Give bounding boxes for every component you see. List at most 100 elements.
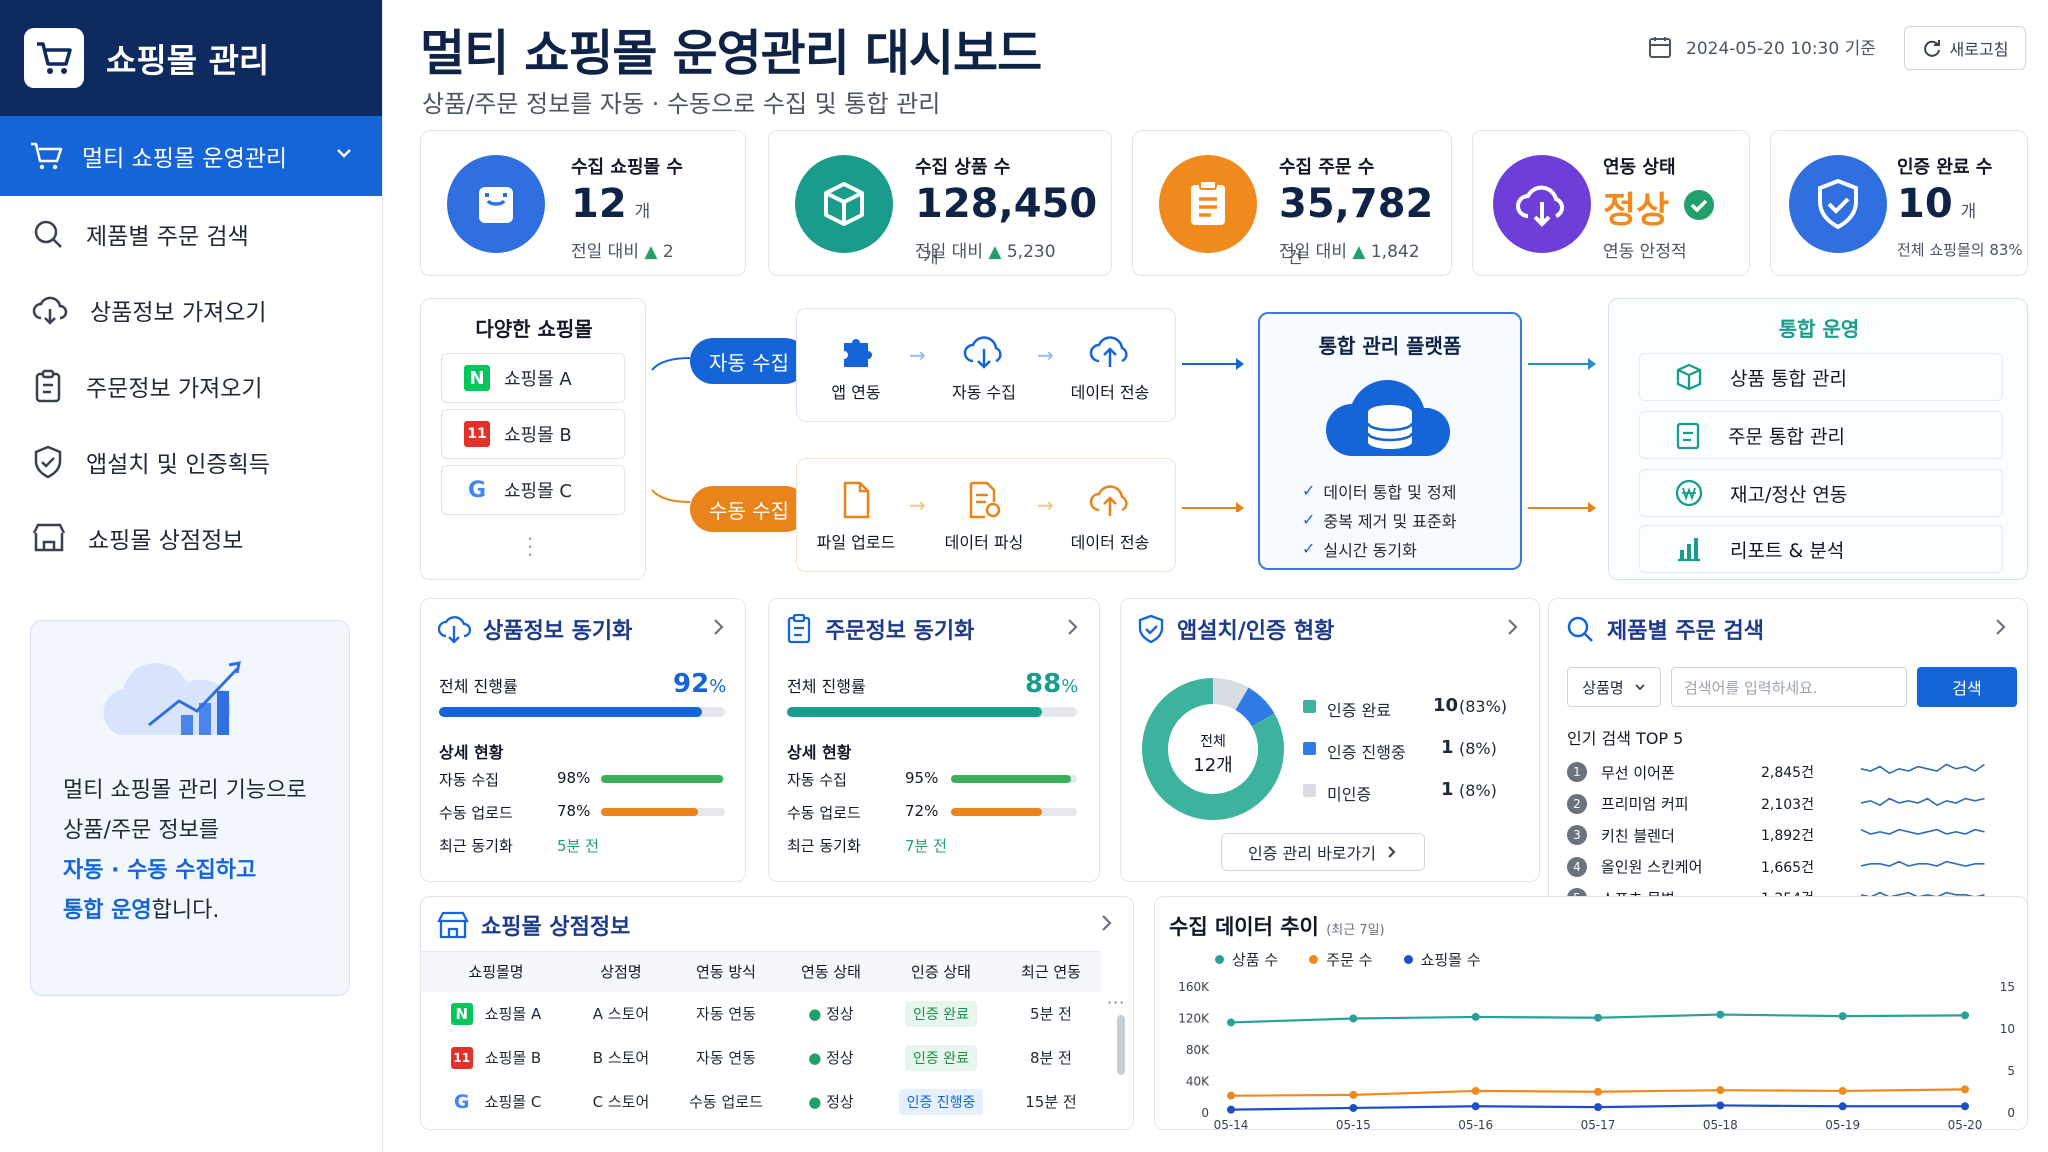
- promo-text: 멀티 쇼핑몰 관리 기능으로 상품/주문 정보를 자동 · 수동 수집하고 통합…: [63, 771, 307, 931]
- sidebar-item-app-auth[interactable]: 앱설치 및 인증획득: [0, 424, 382, 500]
- mall-item-a[interactable]: N 쇼핑몰 A: [441, 353, 625, 403]
- table-row[interactable]: G 쇼핑몰 C C 스토어 수동 업로드 ● 정상 인증 진행중 15분 전: [421, 1080, 1101, 1124]
- auth-manage-link[interactable]: 인증 관리 바로가기: [1221, 833, 1425, 871]
- search-input[interactable]: 검색어를 입력하세요.: [1671, 667, 1907, 707]
- data-point[interactable]: [1349, 1090, 1358, 1099]
- x-tick: 05-19: [1825, 1118, 1860, 1129]
- data-point[interactable]: [1716, 1010, 1725, 1019]
- data-point[interactable]: [1838, 1012, 1847, 1021]
- data-point[interactable]: [1227, 1091, 1235, 1100]
- search-field-select[interactable]: 상품명: [1567, 667, 1661, 707]
- delta-value: 5,230: [1006, 242, 1056, 262]
- sidebar-item-multi-mall[interactable]: 멀티 쇼핑몰 운영관리: [0, 116, 382, 196]
- stat-card-orders: 수집 주문 수 35,782 건 전일 대비 ▲ 1,842: [1132, 130, 1452, 276]
- refresh-icon: [1923, 40, 1940, 57]
- data-point[interactable]: [1471, 1102, 1480, 1111]
- overall-label: 전체 진행률: [439, 677, 518, 696]
- sidebar-item-order-import[interactable]: 주문정보 가져오기: [0, 348, 382, 424]
- data-point[interactable]: [1471, 1086, 1480, 1095]
- data-point[interactable]: [1961, 1085, 1969, 1094]
- data-point[interactable]: [1838, 1102, 1847, 1111]
- manual-progress-bar: [601, 808, 725, 816]
- data-point[interactable]: [1961, 1102, 1969, 1111]
- sidebar-item-label: 상품정보 가져오기: [90, 300, 267, 326]
- order-clipboard-icon: [1159, 155, 1257, 253]
- chevron-down-icon[interactable]: [334, 143, 354, 163]
- stat-value: 정상: [1603, 181, 1669, 233]
- data-point[interactable]: [1227, 1105, 1235, 1114]
- mall-item-c[interactable]: G 쇼핑몰 C: [441, 465, 625, 515]
- manual-progress-fill: [601, 808, 698, 816]
- status-dot-icon: ●: [808, 1005, 822, 1023]
- data-point[interactable]: [1227, 1018, 1235, 1027]
- table-scrollbar[interactable]: [1117, 1015, 1125, 1075]
- refresh-button[interactable]: 새로고침: [1904, 26, 2026, 70]
- data-point[interactable]: [1594, 1103, 1602, 1112]
- product-name: 올인원 스킨케어: [1601, 858, 1703, 876]
- cloud-download-icon: [32, 296, 68, 325]
- chevron-right-icon[interactable]: [1503, 617, 1521, 637]
- rank-badge: 4: [1567, 856, 1587, 877]
- data-point[interactable]: [1349, 1103, 1358, 1112]
- legend-item: 쇼핑몰 수: [1403, 949, 1481, 970]
- step-data-send: 데이터 전송: [1055, 333, 1165, 403]
- arrow-right-icon: →: [1037, 343, 1054, 367]
- cart-logo-icon: [24, 28, 84, 88]
- stat-value: 10 개: [1897, 181, 1976, 227]
- status-text: 정상: [826, 1005, 854, 1023]
- data-point[interactable]: [1716, 1086, 1725, 1095]
- integrated-item-product[interactable]: 상품 통합 관리: [1639, 353, 2003, 401]
- table-row[interactable]: N 쇼핑몰 A A 스토어 자동 연동 ● 정상 인증 완료 5분 전: [421, 992, 1101, 1036]
- overall-label: 전체 진행률: [787, 677, 866, 696]
- data-point[interactable]: [1838, 1086, 1847, 1095]
- top5-row[interactable]: 3 키친 블렌더 1,892건: [1567, 820, 2007, 850]
- stat-value: 35,782 건: [1279, 181, 1451, 273]
- more-horizontal-icon[interactable]: ···: [1107, 993, 1126, 1012]
- data-point[interactable]: [1594, 1087, 1602, 1096]
- status-text: 정상: [826, 1093, 854, 1111]
- donut-slice: [1142, 678, 1284, 820]
- chevron-right-icon[interactable]: [1991, 617, 2009, 637]
- sidebar-item-product-import[interactable]: 상품정보 가져오기: [0, 272, 382, 348]
- y-left-tick: 80K: [1186, 1043, 1210, 1057]
- chevron-right-icon[interactable]: [709, 617, 727, 637]
- data-point[interactable]: [1594, 1013, 1602, 1022]
- integrated-item-report[interactable]: 리포트 & 분석: [1639, 525, 2003, 573]
- cell-status: ● 정상: [781, 1036, 881, 1080]
- sidebar-item-store-info[interactable]: 쇼핑몰 상점정보: [0, 500, 382, 576]
- sidebar-item-order-search[interactable]: 제품별 주문 검색: [0, 196, 382, 272]
- stat-sub: 전체 쇼핑몰의 83%: [1897, 241, 2023, 259]
- data-point[interactable]: [1471, 1012, 1480, 1021]
- data-point[interactable]: [1716, 1101, 1725, 1110]
- top5-row[interactable]: 4 올인원 스킨케어 1,665건: [1567, 852, 2007, 882]
- cell-last: 5분 전: [1030, 1005, 1072, 1023]
- search-button[interactable]: 검색: [1917, 667, 2017, 707]
- promo-highlight: 자동 · 수동 수집하고: [63, 858, 257, 883]
- step-label: 앱 연동: [831, 383, 881, 402]
- integrated-item-inventory[interactable]: 재고/정산 연동: [1639, 469, 2003, 517]
- sparkline: [1861, 763, 1985, 775]
- auto-steps-box: 앱 연동 → 자동 수집 → 데이터 전송: [796, 308, 1176, 422]
- chevron-right-icon[interactable]: [1097, 913, 1115, 933]
- more-vertical-icon[interactable]: · · ·: [527, 527, 534, 567]
- top5-row[interactable]: 2 프리미엄 커피 2,103건: [1567, 789, 2007, 819]
- mall-item-b[interactable]: 11 쇼핑몰 B: [441, 409, 625, 459]
- naver-badge-icon: N: [464, 365, 490, 391]
- order-sync-panel: 주문정보 동기화 전체 진행률 88% 상세 현황 자동 수집 95% 수동 업…: [768, 598, 1100, 882]
- legend-label: 인증 완료: [1327, 701, 1391, 720]
- overall-percent: 92%: [673, 669, 727, 699]
- integrated-item-order[interactable]: 주문 통합 관리: [1639, 411, 2003, 459]
- top5-row[interactable]: 1 무선 이어폰 2,845건: [1567, 757, 2007, 787]
- cell-auth: 인증 완료: [881, 1036, 1001, 1080]
- last-sync-label: 최근 동기화: [787, 837, 861, 855]
- chevron-right-icon[interactable]: [1063, 617, 1081, 637]
- store-info-panel: 쇼핑몰 상점정보 쇼핑몰명 상점명 연동 방식 연동 상태 인증 상태 최근 연…: [420, 896, 1134, 1130]
- x-tick: 05-16: [1458, 1118, 1493, 1129]
- stat-delta: 전일 대비 ▲ 2: [571, 237, 674, 262]
- data-point[interactable]: [1961, 1011, 1969, 1020]
- stat-label: 수집 주문 수: [1279, 157, 1375, 178]
- platform-checks: ✓ 데이터 통합 및 정제 ✓ 중복 제거 및 표준화 ✓ 실시간 동기화: [1302, 476, 1456, 563]
- data-point[interactable]: [1349, 1014, 1358, 1023]
- cell-method: 자동 연동: [696, 1005, 756, 1023]
- table-row[interactable]: 11 쇼핑몰 B B 스토어 자동 연동 ● 정상 인증 완료 8분 전: [421, 1036, 1101, 1080]
